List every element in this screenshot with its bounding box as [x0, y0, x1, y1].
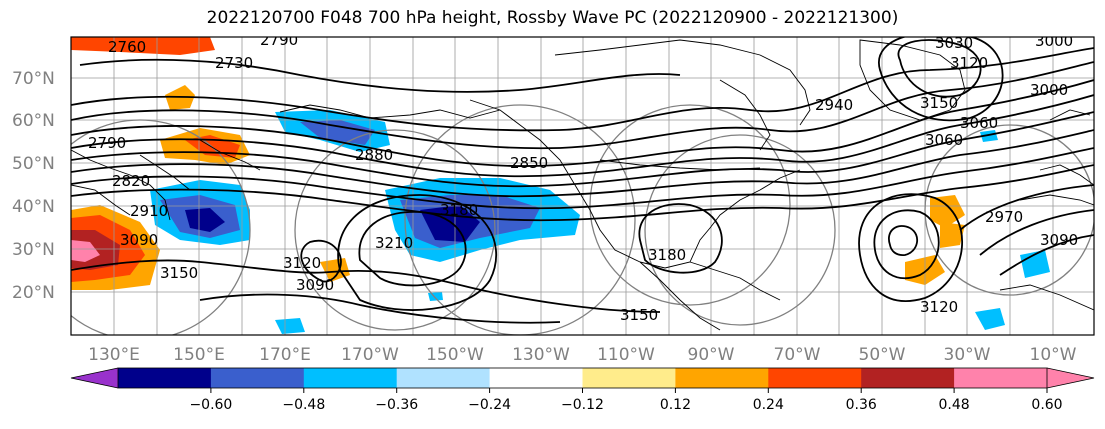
contour-label: 2910 [130, 202, 168, 220]
colorbar-segment [861, 368, 955, 388]
contour-label: 3060 [960, 114, 998, 132]
lon-tick-label: 70°W [774, 345, 821, 365]
contour-label: 3120 [950, 54, 988, 72]
lat-tick-label: 30°N [12, 240, 55, 260]
colorbar-tick-label: 0.36 [846, 397, 877, 413]
colorbar-max-extension [1047, 368, 1094, 388]
lon-tick-label: 130°E [88, 345, 140, 365]
lon-tick-label: 170°W [341, 345, 399, 365]
contour-label: 2790 [260, 31, 298, 49]
colorbar-segment [582, 368, 676, 388]
lon-tick-label: 110°W [597, 345, 655, 365]
figure-title: 2022120700 F048 700 hPa height, Rossby W… [206, 8, 899, 28]
longitude-axis: 130°E 150°E 170°E 170°W 150°W 130°W 110°… [88, 345, 1077, 365]
contour-label: 3090 [1040, 231, 1078, 249]
colorbar-segment [303, 368, 398, 388]
lon-tick-label: 170°E [259, 345, 311, 365]
contour-label: 3120 [920, 298, 958, 316]
colorbar-tick-label: −0.60 [189, 397, 232, 413]
contour-label: 3150 [160, 264, 198, 282]
lat-tick-label: 60°N [12, 111, 55, 131]
contour-label: 3120 [283, 254, 321, 272]
height-contours [71, 37, 1094, 324]
colorbar-tick-label: −0.36 [375, 397, 418, 413]
lon-tick-label: 150°E [173, 345, 225, 365]
colorbar-tick-label: 0.60 [1031, 397, 1062, 413]
colorbar: −0.60 −0.48 −0.36 −0.24 −0.12 0.12 0.24 0.36 0.4… [70, 367, 1095, 413]
map-frame [70, 36, 1095, 336]
contour-label: 3030 [935, 34, 973, 52]
contour-label: 2730 [215, 54, 253, 72]
colorbar-min-extension [71, 368, 118, 388]
colorbar-segment [396, 368, 491, 388]
colorbar-tick-label: −0.12 [561, 397, 604, 413]
lat-tick-label: 40°N [12, 197, 55, 217]
colorbar-tick-label: −0.48 [282, 397, 325, 413]
colorbar-segment [954, 368, 1048, 388]
contour-label: 2790 [88, 134, 126, 152]
contour-label: 2760 [108, 38, 146, 56]
lat-tick-label: 70°N [12, 69, 55, 89]
lon-tick-label: 90°W [688, 345, 735, 365]
lon-tick-label: 150°W [426, 345, 484, 365]
latitude-axis: 70°N 60°N 50°N 40°N 30°N 20°N [12, 69, 55, 303]
contour-label: 3000 [1035, 32, 1073, 50]
contour-label: 3060 [925, 131, 963, 149]
colorbar-segment [210, 368, 305, 388]
contour-label: 2940 [815, 96, 853, 114]
contour-label: 3090 [296, 276, 334, 294]
contour-label: 3150 [920, 94, 958, 112]
contour-label: 3150 [620, 306, 658, 324]
colorbar-segment [118, 368, 212, 388]
contour-label: 2970 [985, 208, 1023, 226]
contour-label: 3180 [440, 201, 478, 219]
contour-label: 3180 [648, 246, 686, 264]
lat-tick-label: 20°N [12, 283, 55, 303]
lon-tick-label: 50°W [859, 345, 906, 365]
gray-circle-markers [71, 104, 1094, 335]
contour-label: 2820 [112, 172, 150, 190]
contour-label: 3210 [375, 234, 413, 252]
colorbar-tick-label: −0.24 [468, 397, 511, 413]
contour-label: 2880 [355, 146, 393, 164]
lon-tick-label: 130°W [512, 345, 570, 365]
colorbar-tick-label: 0.12 [660, 397, 691, 413]
lon-tick-label: 30°W [944, 345, 991, 365]
contour-labels: 2760 2790 2730 3030 3000 3120 2790 2820 … [88, 31, 1078, 324]
colorbar-tick-label: 0.48 [939, 397, 970, 413]
colorbar-segment [489, 368, 583, 388]
lat-tick-label: 50°N [12, 154, 55, 174]
lon-tick-label: 10°W [1030, 345, 1077, 365]
contour-label: 2850 [510, 154, 548, 172]
contour-label: 3090 [120, 231, 158, 249]
contour-label: 3000 [1030, 81, 1068, 99]
colorbar-segment [768, 368, 862, 388]
colorbar-tick-label: 0.24 [753, 397, 784, 413]
colorbar-segment [675, 368, 769, 388]
